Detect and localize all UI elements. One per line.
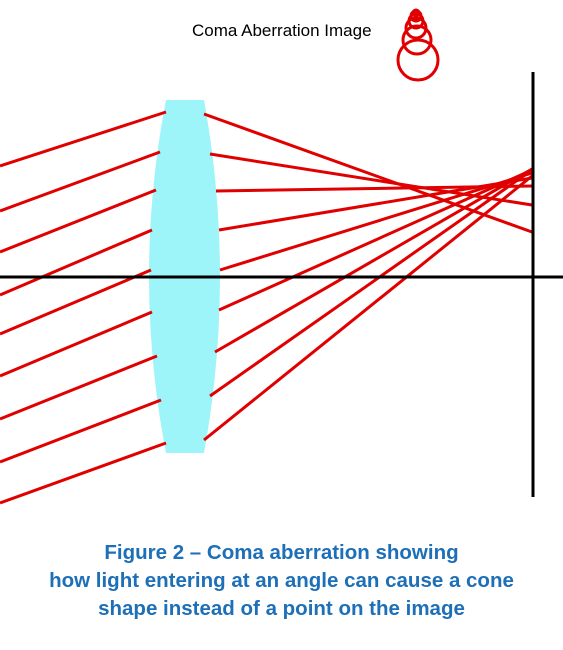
incoming-ray-4 bbox=[0, 228, 153, 297]
coma-circle-4 bbox=[407, 12, 425, 30]
coma-circle-2 bbox=[401, 24, 433, 56]
refracted-ray-9 bbox=[203, 174, 533, 442]
coma-image-label: Coma Aberration Image bbox=[192, 21, 372, 40]
caption-line-3: shape instead of a point on the image bbox=[98, 597, 465, 620]
refracted-ray-5 bbox=[219, 171, 533, 272]
incoming-ray-6 bbox=[0, 310, 153, 378]
incoming-ray-1 bbox=[0, 110, 167, 168]
refracted-ray-6 bbox=[218, 168, 533, 312]
incoming-rays bbox=[0, 110, 167, 505]
refracted-ray-2 bbox=[209, 152, 533, 207]
incoming-ray-3 bbox=[0, 188, 157, 254]
caption-line-2: how light entering at an angle can cause… bbox=[49, 569, 514, 592]
refracted-ray-7 bbox=[214, 167, 533, 354]
coma-circle-6 bbox=[411, 8, 421, 18]
coma-circle-3 bbox=[404, 16, 428, 40]
refracted-ray-4 bbox=[218, 176, 533, 232]
incoming-ray-2 bbox=[0, 150, 161, 213]
incoming-ray-9 bbox=[0, 441, 167, 505]
coma-circle-1 bbox=[396, 38, 440, 82]
coma-circles bbox=[396, 8, 440, 82]
refracted-ray-1 bbox=[203, 112, 533, 234]
caption-line-1: Figure 2 – Coma aberration showing bbox=[104, 541, 459, 564]
incoming-ray-8 bbox=[0, 398, 162, 464]
refracted-rays bbox=[203, 112, 533, 442]
refracted-ray-8 bbox=[209, 168, 533, 398]
incoming-ray-5 bbox=[0, 268, 152, 336]
incoming-ray-7 bbox=[0, 354, 158, 421]
figure-caption: Figure 2 – Coma aberration showing how l… bbox=[0, 539, 563, 623]
